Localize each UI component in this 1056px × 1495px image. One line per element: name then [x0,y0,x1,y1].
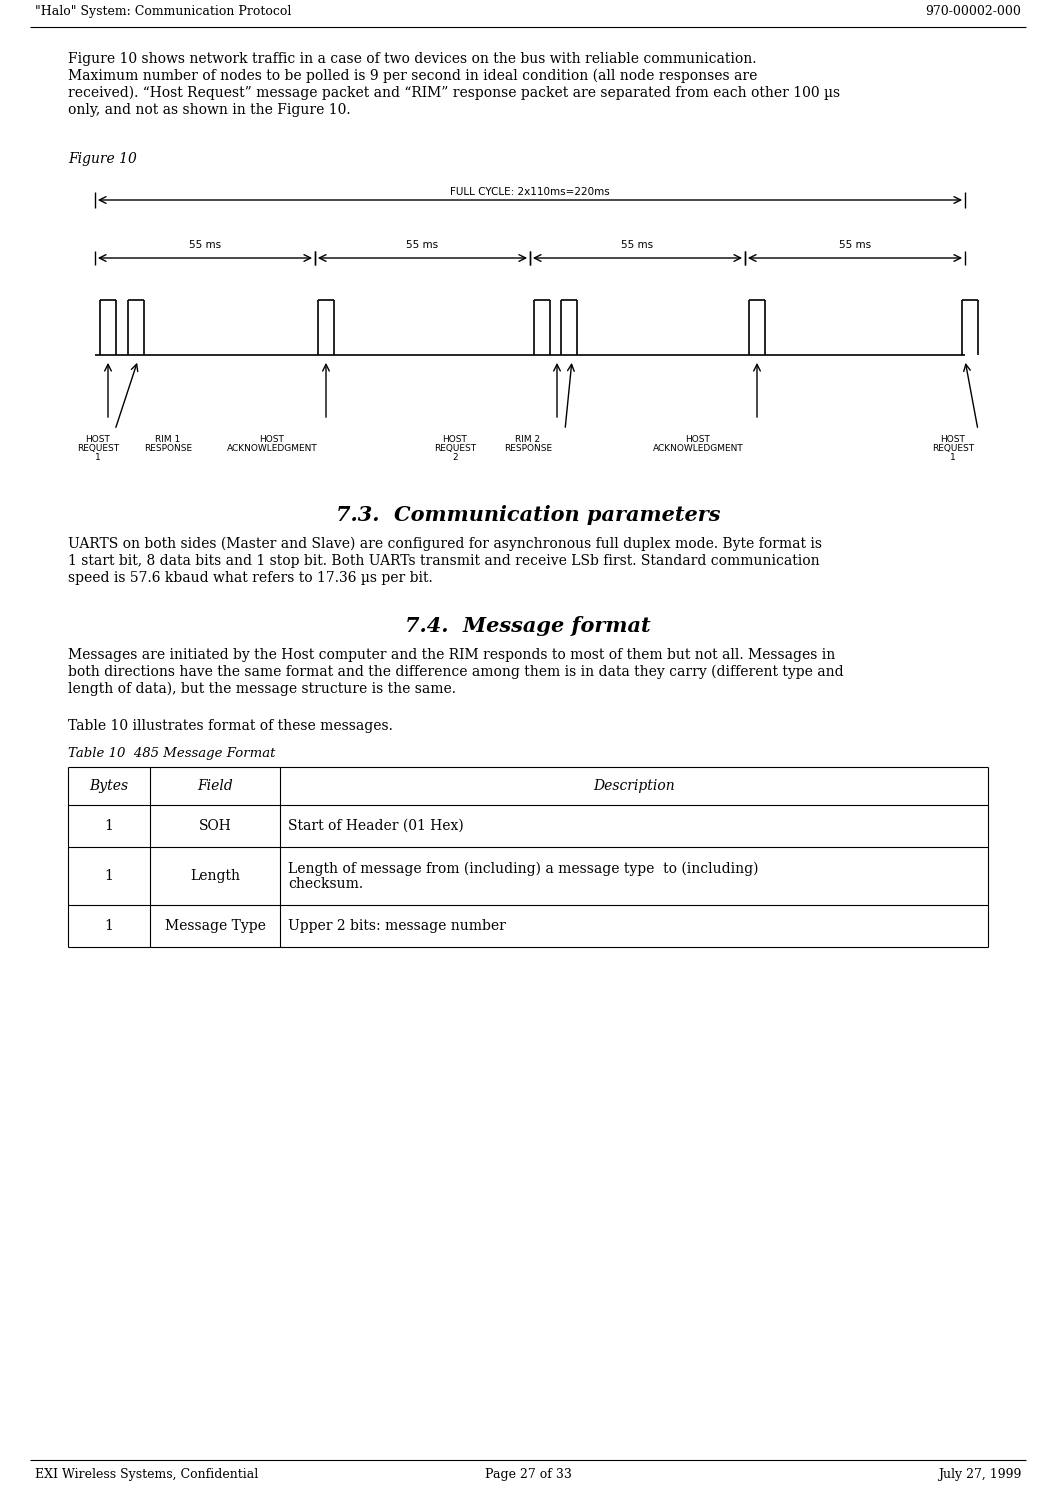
Text: both directions have the same format and the difference among them is in data th: both directions have the same format and… [68,665,844,679]
Text: Description: Description [593,779,675,792]
Text: Figure 10 shows network traffic in a case of two devices on the bus with reliabl: Figure 10 shows network traffic in a cas… [68,52,756,66]
Text: Start of Header (01 Hex): Start of Header (01 Hex) [288,819,464,833]
Text: SOH: SOH [199,819,231,833]
Text: RIM 2: RIM 2 [515,435,541,444]
Text: length of data), but the message structure is the same.: length of data), but the message structu… [68,682,456,697]
Text: Page 27 of 33: Page 27 of 33 [485,1468,571,1482]
Text: Figure 10: Figure 10 [68,152,137,166]
Text: FULL CYCLE: 2x110ms=220ms: FULL CYCLE: 2x110ms=220ms [450,187,610,197]
Text: 1: 1 [105,919,113,933]
Text: 55 ms: 55 ms [621,241,654,250]
Text: Length: Length [190,869,240,884]
Text: 1 start bit, 8 data bits and 1 stop bit. Both UARTs transmit and receive LSb fir: 1 start bit, 8 data bits and 1 stop bit.… [68,555,819,568]
Text: Bytes: Bytes [90,779,129,792]
Text: HOST: HOST [86,435,111,444]
Text: 7.4.  Message format: 7.4. Message format [406,616,650,635]
Text: 1: 1 [95,453,101,462]
Text: Table 10  485 Message Format: Table 10 485 Message Format [68,748,276,759]
Text: HOST: HOST [260,435,284,444]
Text: Messages are initiated by the Host computer and the RIM responds to most of them: Messages are initiated by the Host compu… [68,647,835,662]
Text: only, and not as shown in the Figure 10.: only, and not as shown in the Figure 10. [68,103,351,117]
Text: EXI Wireless Systems, Confidential: EXI Wireless Systems, Confidential [35,1468,259,1482]
Text: HOST: HOST [442,435,468,444]
Text: 1: 1 [105,819,113,833]
Text: REQUEST: REQUEST [77,444,119,453]
Text: Upper 2 bits: message number: Upper 2 bits: message number [288,919,506,933]
Text: ACKNOWLEDGMENT: ACKNOWLEDGMENT [653,444,743,453]
Text: July 27, 1999: July 27, 1999 [938,1468,1021,1482]
Text: 2: 2 [452,453,458,462]
Text: Maximum number of nodes to be polled is 9 per second in ideal condition (all nod: Maximum number of nodes to be polled is … [68,69,757,84]
Text: Length of message from (including) a message type  to (including): Length of message from (including) a mes… [288,861,758,876]
Text: REQUEST: REQUEST [932,444,974,453]
Text: 970-00002-000: 970-00002-000 [925,4,1021,18]
Text: UARTS on both sides (Master and Slave) are configured for asynchronous full dupl: UARTS on both sides (Master and Slave) a… [68,537,822,552]
Text: HOST: HOST [941,435,965,444]
Text: received). “Host Request” message packet and “RIM” response packet are separated: received). “Host Request” message packet… [68,87,841,100]
Text: RESPONSE: RESPONSE [144,444,192,453]
Text: 55 ms: 55 ms [838,241,871,250]
Text: Message Type: Message Type [165,919,265,933]
Text: 7.3.  Communication parameters: 7.3. Communication parameters [336,505,720,525]
Text: Table 10 illustrates format of these messages.: Table 10 illustrates format of these mes… [68,719,393,733]
Text: RESPONSE: RESPONSE [504,444,552,453]
Text: REQUEST: REQUEST [434,444,476,453]
Text: speed is 57.6 kbaud what refers to 17.36 µs per bit.: speed is 57.6 kbaud what refers to 17.36… [68,571,433,585]
Text: 1: 1 [105,869,113,884]
Text: "Halo" System: Communication Protocol: "Halo" System: Communication Protocol [35,4,291,18]
Text: HOST: HOST [685,435,711,444]
Text: RIM 1: RIM 1 [155,435,181,444]
Text: 1: 1 [950,453,956,462]
Text: ACKNOWLEDGMENT: ACKNOWLEDGMENT [227,444,318,453]
Text: checksum.: checksum. [288,876,363,891]
Text: 55 ms: 55 ms [407,241,438,250]
Text: 55 ms: 55 ms [189,241,221,250]
Text: Field: Field [197,779,233,792]
